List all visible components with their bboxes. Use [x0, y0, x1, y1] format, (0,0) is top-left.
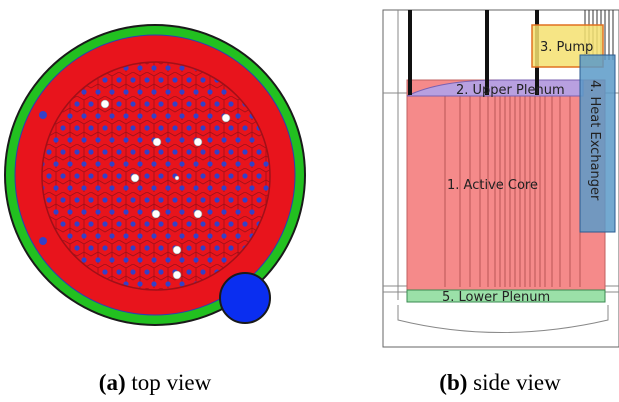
region-label: 3. Pump: [540, 40, 593, 55]
caption-text: side view: [473, 370, 561, 395]
caption-text: top view: [131, 370, 211, 395]
port: [39, 111, 47, 119]
caption-label: (b): [439, 370, 467, 395]
caption-label: (a): [99, 370, 126, 395]
side-view: 2. Upper Plenum 3. Pump 1. Active Core 5…: [383, 10, 619, 347]
caption: (a) top view: [99, 370, 212, 395]
region-label: 2. Upper Plenum: [456, 83, 565, 98]
region-label: 5. Lower Plenum: [442, 290, 550, 305]
caption: (b) side view: [439, 370, 561, 395]
top-view: [4, 24, 306, 326]
figure: 2. Upper Plenum 3. Pump 1. Active Core 5…: [0, 0, 619, 402]
pump-bore: [220, 273, 270, 323]
region-label: 4. Heat Exchanger: [587, 80, 602, 201]
region-label: 1. Active Core: [447, 178, 538, 193]
port: [39, 237, 47, 245]
core-lattice: [42, 62, 270, 290]
